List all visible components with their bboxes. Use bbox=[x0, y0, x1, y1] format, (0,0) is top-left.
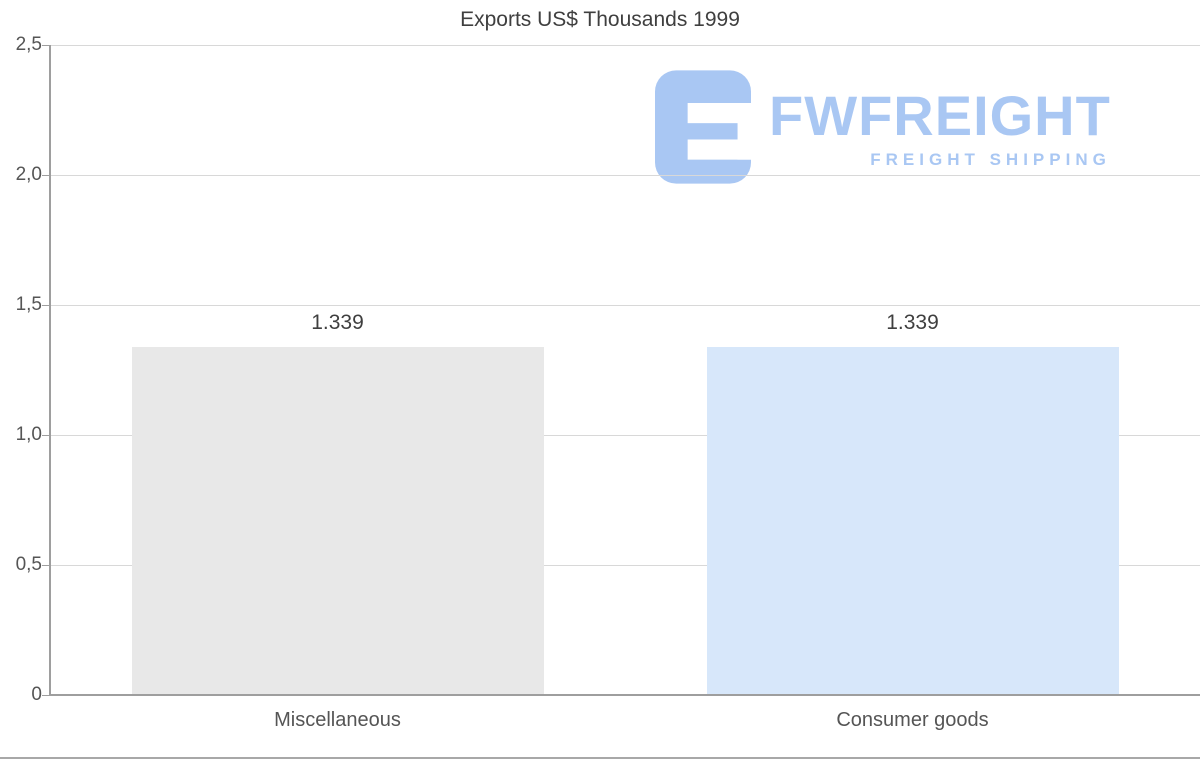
y-gridline bbox=[50, 44, 1200, 46]
y-tick-label: 0 bbox=[31, 684, 42, 705]
watermark-tagline: FREIGHT SHIPPING bbox=[870, 150, 1111, 169]
y-tick-label: 1,5 bbox=[15, 294, 42, 315]
y-gridline bbox=[50, 304, 1200, 306]
fwfreight-logo-icon bbox=[655, 70, 751, 184]
bar-value-label: 1.339 bbox=[311, 310, 364, 334]
y-gridline bbox=[50, 174, 1200, 176]
y-tick-label: 1,0 bbox=[15, 424, 42, 445]
y-tick-mark bbox=[42, 174, 50, 176]
x-category-label: Consumer goods bbox=[836, 709, 989, 731]
chart-title: Exports US$ Thousands 1999 bbox=[460, 8, 740, 31]
y-tick-mark bbox=[42, 44, 50, 46]
y-tick-mark bbox=[42, 564, 50, 566]
y-tick-label: 2,0 bbox=[15, 164, 42, 185]
y-gridline bbox=[50, 564, 1200, 566]
y-tick-mark bbox=[42, 694, 50, 696]
watermark-brand: FWFREIGHT bbox=[769, 84, 1111, 147]
watermark: FWFREIGHT FREIGHT SHIPPING bbox=[655, 70, 1111, 184]
bar-value-label: 1.339 bbox=[886, 310, 939, 334]
bottom-frame-line bbox=[0, 757, 1200, 759]
y-tick-mark bbox=[42, 304, 50, 306]
bar-miscellaneous bbox=[131, 346, 544, 695]
x-category-label: Miscellaneous bbox=[274, 709, 401, 731]
y-tick-mark bbox=[42, 434, 50, 436]
bar-consumer-goods bbox=[706, 346, 1119, 695]
x-axis-line bbox=[50, 694, 1200, 696]
y-axis-line bbox=[49, 45, 51, 695]
y-gridline bbox=[50, 434, 1200, 436]
y-tick-label: 0,5 bbox=[15, 554, 42, 575]
watermark-text: FWFREIGHT FREIGHT SHIPPING bbox=[769, 70, 1111, 170]
y-tick-label: 2,5 bbox=[15, 34, 42, 55]
